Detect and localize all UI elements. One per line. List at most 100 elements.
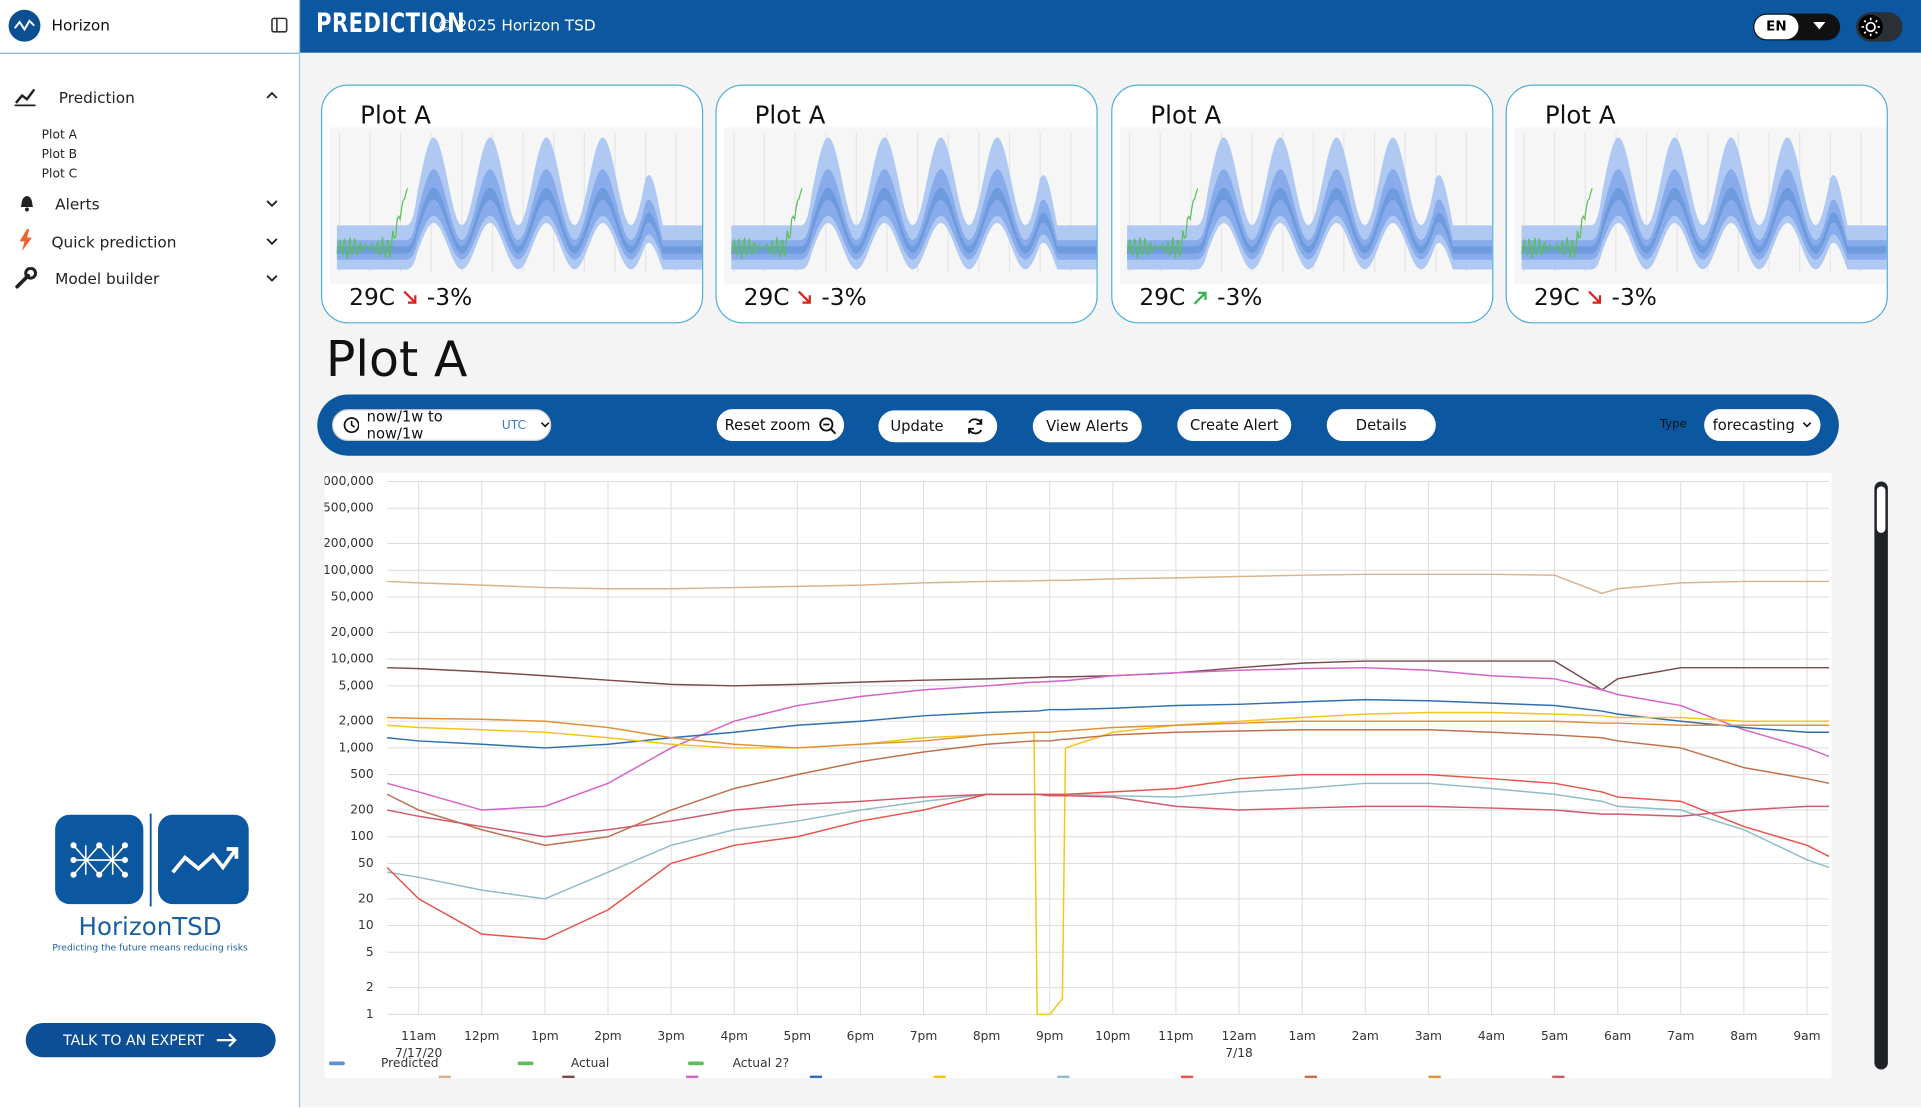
y-tick-label: 500 — [350, 767, 373, 781]
cta-button[interactable]: TALK TO AN EXPERT — [25, 1022, 276, 1058]
nav-subitem[interactable]: Plot C — [41, 167, 78, 182]
collapse-button[interactable] — [271, 17, 288, 33]
card-value: 29C — [743, 284, 790, 312]
chevron-down — [1802, 422, 1812, 428]
type-value: forecasting — [1712, 416, 1795, 434]
series-line — [386, 773, 1830, 941]
x-tick-label: 4pm — [720, 1029, 748, 1043]
thumb-actual — [730, 188, 803, 259]
card-value: 29C — [1533, 284, 1580, 312]
reset-zoom-button[interactable]: Reset zoom — [716, 409, 845, 442]
arrow-shaft — [1588, 290, 1602, 304]
series-line — [387, 573, 1830, 595]
card-thumbnail — [329, 127, 702, 285]
y-tick-label: 10,000 — [331, 652, 374, 666]
chevron-down[interactable] — [266, 236, 278, 246]
thumb-band — [731, 187, 1097, 254]
details-button[interactable]: Details — [1326, 409, 1436, 442]
language-select[interactable]: EN — [1753, 13, 1841, 41]
brand-name: Horizon — [51, 15, 111, 35]
x-tick-label: 5am — [1541, 1029, 1568, 1043]
y-tick-label: 2,000 — [339, 714, 374, 728]
card-value-row: 29C -3% — [1534, 284, 1657, 311]
chevron-down[interactable] — [266, 273, 278, 283]
alerts-icon — [20, 196, 34, 212]
logo-tagline: Predicting the future means reducing ris… — [52, 942, 248, 954]
trend-arrow — [1588, 290, 1602, 304]
x-date-label: 7/17/20 — [395, 1046, 442, 1060]
chevron-down[interactable] — [266, 198, 278, 208]
nav-item[interactable]: Alerts — [55, 194, 100, 214]
arrow-icon — [217, 1033, 238, 1048]
sidebar: Horizon Prediction Plot A Plot B Plot C … — [0, 0, 301, 1108]
card-title: Plot A — [754, 100, 826, 130]
x-tick-label: 7am — [1667, 1029, 1694, 1043]
x-tick-label: 7pm — [910, 1029, 938, 1043]
card-change: -3% — [1611, 284, 1657, 312]
thumb-band — [1127, 169, 1493, 260]
y-tick-label: 5 — [366, 945, 374, 959]
series-line — [387, 698, 1830, 749]
legend-label: Actual 2? — [733, 1056, 790, 1070]
x-tick-label: 2pm — [594, 1029, 622, 1043]
y-tick-label: 50,000 — [331, 590, 374, 604]
arrow-head — [1593, 295, 1602, 304]
summary-card[interactable]: Plot A 29C -3% — [1111, 84, 1494, 324]
x-tick-label: 3am — [1415, 1029, 1442, 1043]
card-change: -3% — [821, 284, 867, 312]
header: PREDICTION © 2025 Horizon TSD EN — [300, 0, 1921, 53]
chevron-up[interactable] — [266, 91, 278, 101]
x-tick-label: 12am — [1222, 1029, 1257, 1043]
x-tick-label: 4am — [1478, 1029, 1505, 1043]
thumb-band — [336, 137, 702, 270]
quick-icon — [19, 229, 32, 252]
arrow-head — [408, 295, 417, 304]
y-tick-label: 10 — [358, 918, 374, 932]
summary-card[interactable]: Plot A 29C -3% — [715, 84, 1098, 324]
x-date-label: 7/18 — [1225, 1046, 1253, 1060]
nav-subitem[interactable]: Plot A — [41, 128, 78, 143]
nav-subitem[interactable]: Plot B — [41, 148, 78, 162]
time-range: now/1w to now/1w — [366, 407, 443, 443]
chevron-down — [541, 422, 550, 428]
arrow-shaft — [1194, 292, 1207, 305]
update-button[interactable]: Update — [878, 410, 998, 443]
prediction-icon — [14, 88, 36, 107]
button-label: Details — [1355, 416, 1407, 434]
theme-toggle[interactable] — [1856, 12, 1903, 42]
summary-card[interactable]: Plot A 29C -3% — [1505, 84, 1888, 324]
create-alert-button[interactable]: Create Alert — [1177, 409, 1292, 442]
scrollbar[interactable] — [1874, 481, 1888, 1070]
thumb-band — [1521, 169, 1887, 260]
scroll-thumb[interactable] — [1876, 486, 1886, 533]
header-title: PREDICTION — [316, 8, 466, 40]
button-label: Update — [890, 417, 944, 435]
y-tick-label: 500,000 — [325, 501, 374, 515]
thumb-band — [1521, 137, 1887, 270]
timezone: UTC — [501, 418, 527, 432]
trend-arrow — [1194, 291, 1208, 305]
y-tick-label: 20,000 — [331, 625, 374, 639]
caret — [1813, 22, 1826, 30]
summary-card[interactable]: Plot A 29C -3% — [320, 84, 704, 324]
button-label: Reset zoom — [724, 416, 811, 434]
thumb-band — [731, 169, 1097, 260]
sun-icon — [1858, 14, 1883, 40]
toolbar: now/1w to now/1w UTC Reset zoom Update V… — [317, 394, 1839, 456]
zoom-icon — [818, 416, 836, 434]
builder-icon — [15, 267, 38, 289]
brand-icon — [8, 9, 41, 42]
nav-item[interactable]: Model builder — [55, 269, 160, 288]
series-line — [386, 666, 1830, 811]
legend-label: Predicted — [381, 1056, 439, 1070]
y-tick-label: 1 — [366, 1007, 374, 1021]
nav-item[interactable]: Quick prediction — [51, 232, 177, 252]
nav-item[interactable]: Prediction — [58, 88, 135, 107]
y-tick-label: 100 — [350, 829, 373, 843]
view-alerts-button[interactable]: View Alerts — [1032, 410, 1142, 443]
legend-label: Actual — [571, 1056, 609, 1070]
type-select[interactable]: forecasting — [1704, 409, 1821, 442]
time-range-picker[interactable]: now/1w to now/1w UTC — [332, 407, 552, 443]
arrow-head — [1198, 291, 1208, 301]
arrow-shaft — [798, 290, 812, 304]
